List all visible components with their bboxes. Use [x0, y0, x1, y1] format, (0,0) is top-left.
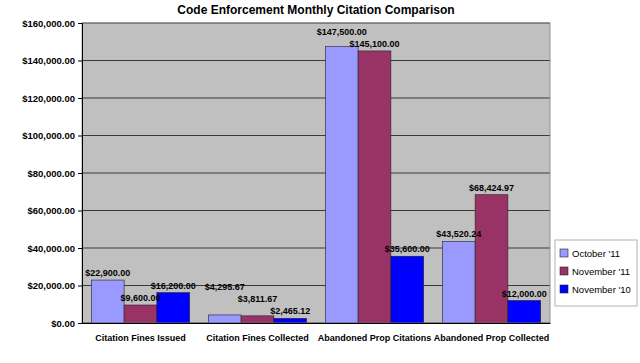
y-tick: $0.00 — [51, 318, 82, 329]
data-label: $22,900.00 — [85, 268, 130, 278]
legend-label: November '10 — [572, 284, 631, 295]
grid — [82, 23, 550, 323]
y-tick-mark — [78, 248, 82, 249]
x-tick-label: Abandoned Prop Citations — [318, 333, 432, 343]
data-label: $147,500.00 — [317, 27, 367, 37]
bar — [241, 316, 274, 323]
legend: October '11 November '11 November '10 — [555, 240, 637, 306]
data-label: $12,000.00 — [502, 289, 547, 299]
bar — [475, 195, 508, 323]
legend-swatch — [560, 249, 568, 257]
bar — [208, 315, 241, 323]
data-label: $145,100.00 — [349, 39, 399, 49]
y-tick: $160,000.00 — [22, 18, 82, 29]
bar — [391, 256, 424, 323]
legend-swatch — [560, 267, 568, 275]
bar — [274, 318, 307, 323]
plot-background — [82, 23, 550, 323]
y-tick: $100,000.00 — [22, 130, 82, 141]
y-tick-label: $60,000.00 — [27, 205, 75, 216]
y-tick: $40,000.00 — [27, 243, 82, 254]
x-tick: Abandoned Prop Citations — [318, 333, 432, 343]
y-tick-label: $140,000.00 — [22, 55, 75, 66]
x-tick: Citation Fines Collected — [206, 333, 309, 343]
y-tick-label: $120,000.00 — [22, 93, 75, 104]
y-tick: $140,000.00 — [22, 55, 82, 66]
bar — [325, 46, 358, 323]
bar — [91, 280, 124, 323]
chart: Code Enforcement Monthly Citation Compar… — [0, 0, 640, 363]
data-label: $43,520.24 — [436, 229, 481, 239]
y-tick: $20,000.00 — [27, 280, 82, 291]
y-tick-label: $80,000.00 — [27, 168, 75, 179]
data-label: $35,600.00 — [385, 244, 430, 254]
y-tick-label: $100,000.00 — [22, 130, 75, 141]
grid-line — [82, 98, 550, 99]
bar — [442, 241, 475, 323]
data-label: $68,424.97 — [469, 183, 514, 193]
y-tick-label: $0.00 — [51, 318, 75, 329]
y-tick-mark — [78, 98, 82, 99]
legend-label: November '11 — [572, 266, 630, 277]
data-labels: $16,200.00 $9,600.00 $22,900.00 $2,465.12 $3… — [85, 27, 547, 316]
y-tick-mark — [78, 23, 82, 24]
bar — [358, 51, 391, 323]
data-label: $2,465.12 — [270, 306, 310, 316]
y-axis-line — [78, 24, 83, 324]
data-label: $16,200.00 — [151, 281, 196, 291]
y-tick-label: $40,000.00 — [27, 243, 75, 254]
y-tick-label: $160,000.00 — [22, 18, 75, 29]
y-tick-mark — [78, 323, 82, 324]
y-tick-mark — [78, 173, 82, 174]
x-axis-line — [83, 323, 551, 324]
chart-title: Code Enforcement Monthly Citation Compar… — [177, 3, 454, 17]
y-tick-label: $20,000.00 — [27, 280, 75, 291]
y-tick-mark — [78, 61, 82, 62]
y-tick-mark — [78, 136, 82, 137]
x-tick: Abandoned Prop Collected — [434, 333, 550, 343]
legend-box — [555, 240, 637, 306]
plot-frame — [82, 23, 550, 323]
x-tick-label: Citation Fines Collected — [206, 333, 309, 343]
y-tick: $120,000.00 — [22, 93, 82, 104]
legend-label: October '11 — [572, 248, 620, 259]
y-tick-mark — [78, 286, 82, 287]
grid-line — [82, 60, 550, 61]
bar — [508, 301, 541, 324]
y-axis: $0.00 $20,000.00 $40,000.00 $60,000.00 $80,0… — [22, 18, 82, 329]
x-tick-label: Abandoned Prop Collected — [434, 333, 550, 343]
y-tick: $80,000.00 — [27, 168, 82, 179]
legend-swatch — [560, 285, 568, 293]
x-tick: Citation Fines Issued — [95, 333, 186, 343]
bars — [91, 46, 540, 323]
data-label: $4,295.67 — [205, 282, 245, 292]
data-label: $9,600.00 — [120, 293, 160, 303]
x-axis: Citation Fines Issued Citation Fines Coll… — [83, 324, 551, 344]
x-tick-label: Citation Fines Issued — [95, 333, 186, 343]
bar — [124, 305, 157, 323]
grid-line — [82, 135, 550, 136]
bar — [157, 293, 190, 323]
y-tick-mark — [78, 211, 82, 212]
data-label: $3,811.67 — [238, 294, 278, 304]
grid-line — [82, 173, 550, 174]
y-tick: $60,000.00 — [27, 205, 82, 216]
